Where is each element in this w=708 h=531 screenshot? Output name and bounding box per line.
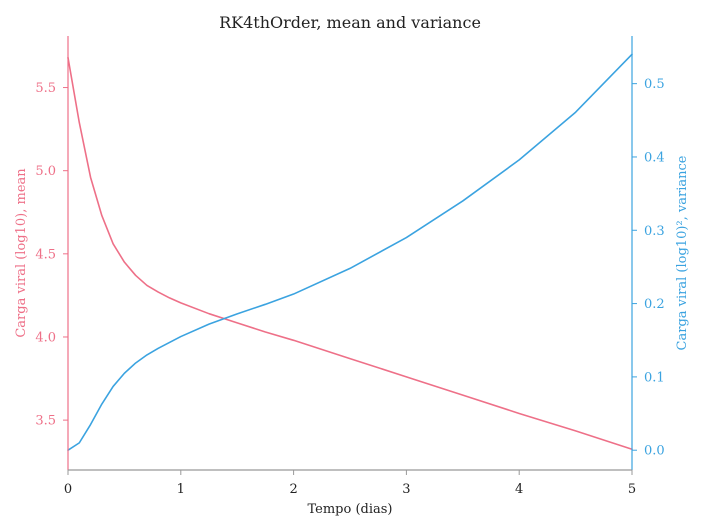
x-tick-label: 4 (515, 482, 523, 497)
y-right-tick-label: 0.5 (644, 77, 665, 92)
x-tick-label: 5 (628, 482, 636, 497)
y-right-tick-label: 0.0 (644, 444, 665, 459)
x-tick-label: 1 (177, 482, 185, 497)
y-right-axis-label: Carga viral (log10)², variance (675, 155, 690, 350)
x-ticks: 0 1 2 3 4 5 (64, 470, 636, 497)
y-left-tick-label: 5.0 (35, 164, 56, 179)
x-axis-label: Tempo (dias) (307, 502, 392, 517)
y-left-tick-label: 3.5 (35, 414, 56, 429)
y-right-ticks: 0.0 0.1 0.2 0.3 0.4 0.5 (632, 77, 665, 459)
y-right-tick-label: 0.3 (644, 224, 665, 239)
variance-series-line (67, 53, 633, 452)
y-right-tick-label: 0.4 (644, 150, 665, 165)
y-left-tick-label: 4.0 (35, 330, 56, 345)
y-left-ticks: 3.5 4.0 4.5 5.0 5.5 (35, 81, 68, 429)
y-right-tick-label: 0.2 (644, 297, 665, 312)
y-right-tick-label: 0.1 (644, 370, 665, 385)
series-layer (67, 53, 633, 452)
chart-title: RK4thOrder, mean and variance (219, 13, 481, 32)
y-left-axis-label: Carga viral (log10), mean (14, 168, 29, 338)
x-tick-label: 2 (289, 482, 297, 497)
x-tick-label: 0 (64, 482, 72, 497)
x-tick-label: 3 (402, 482, 410, 497)
y-left-tick-label: 5.5 (35, 81, 56, 96)
y-left-tick-label: 4.5 (35, 247, 56, 262)
mean-series-line (67, 56, 633, 451)
